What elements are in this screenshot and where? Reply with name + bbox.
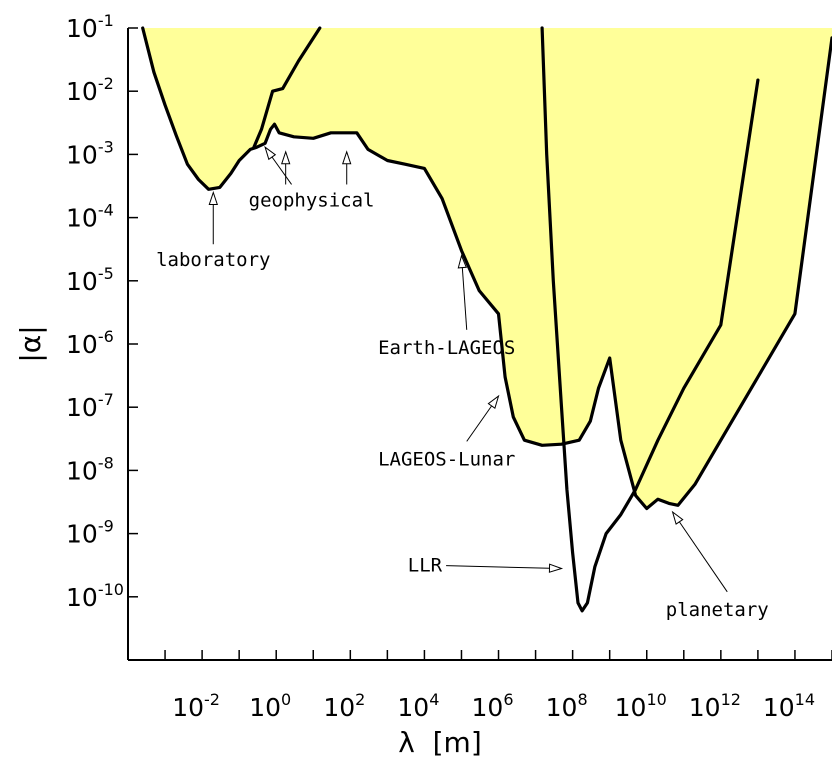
x-tick-label: 1014 — [763, 690, 815, 722]
annotation-arrowhead — [264, 145, 277, 161]
annotation-arrow — [446, 565, 550, 569]
x-tick-label: 108 — [546, 690, 588, 722]
annotation-label: Earth-LAGEOS — [378, 337, 515, 359]
annotation-arrow — [271, 156, 292, 185]
y-tick-label: 10-2 — [66, 74, 114, 106]
y-ticks: 10-1 10-2 10-3 10-4 10-5 10-6 10-7 10-8 10-9 10-1… — [66, 11, 138, 612]
x-tick-label: 102 — [323, 690, 365, 722]
constraint-curve-2 — [252, 26, 322, 149]
x-tick-label: 104 — [397, 690, 439, 722]
annotation-arrowhead — [342, 150, 352, 165]
y-tick-label: 10-7 — [66, 390, 114, 422]
x-axis-title: λ [m] — [398, 726, 482, 759]
annotation-arrow — [466, 405, 493, 442]
constraint-curve-1 — [141, 26, 832, 511]
annotations: geophysical laboratory Earth-LAGEOS LAGEOS-… — [156, 145, 769, 621]
y-axis-title: |α| — [14, 325, 47, 362]
annotation-arrowhead — [208, 190, 218, 205]
x-tick-label: 100 — [249, 690, 291, 722]
x-tick-label: 10-2 — [172, 690, 220, 722]
y-tick-label: 10-3 — [66, 137, 114, 169]
annotation-label: planetary — [666, 599, 769, 621]
annotation-label: LLR — [408, 555, 443, 577]
x-ticks: 10-2 100 102 104 106 108 1010 1012 1014 — [127, 650, 832, 722]
y-tick-label: 10-9 — [66, 517, 114, 549]
annotation-label: geophysical — [249, 189, 375, 211]
annotation-arrow — [678, 521, 728, 593]
excluded-region-layer — [142, 28, 832, 509]
x-tick-label: 1012 — [689, 690, 741, 722]
constraint-curves — [141, 26, 832, 613]
excluded-region — [142, 28, 832, 509]
annotation-label: LAGEOS-Lunar — [378, 448, 515, 470]
annotation-arrowhead — [548, 563, 564, 573]
annotation-arrowhead — [281, 150, 291, 165]
constraint-curve-3 — [540, 26, 760, 613]
x-tick-label: 1010 — [615, 690, 667, 722]
y-tick-label: 10-6 — [66, 327, 114, 359]
y-tick-label: 10-1 — [66, 11, 114, 43]
y-tick-label: 10-8 — [66, 453, 114, 485]
annotation-arrowhead — [671, 510, 684, 525]
y-tick-label: 10-5 — [66, 264, 114, 296]
y-tick-label: 10-10 — [66, 580, 124, 612]
annotation-arrowhead — [457, 254, 468, 269]
annotation-arrow — [461, 267, 468, 330]
y-tick-label: 10-4 — [66, 201, 114, 233]
annotation-arrowhead — [487, 394, 500, 410]
annotation-label: laboratory — [156, 249, 270, 271]
x-tick-label: 106 — [472, 690, 514, 722]
